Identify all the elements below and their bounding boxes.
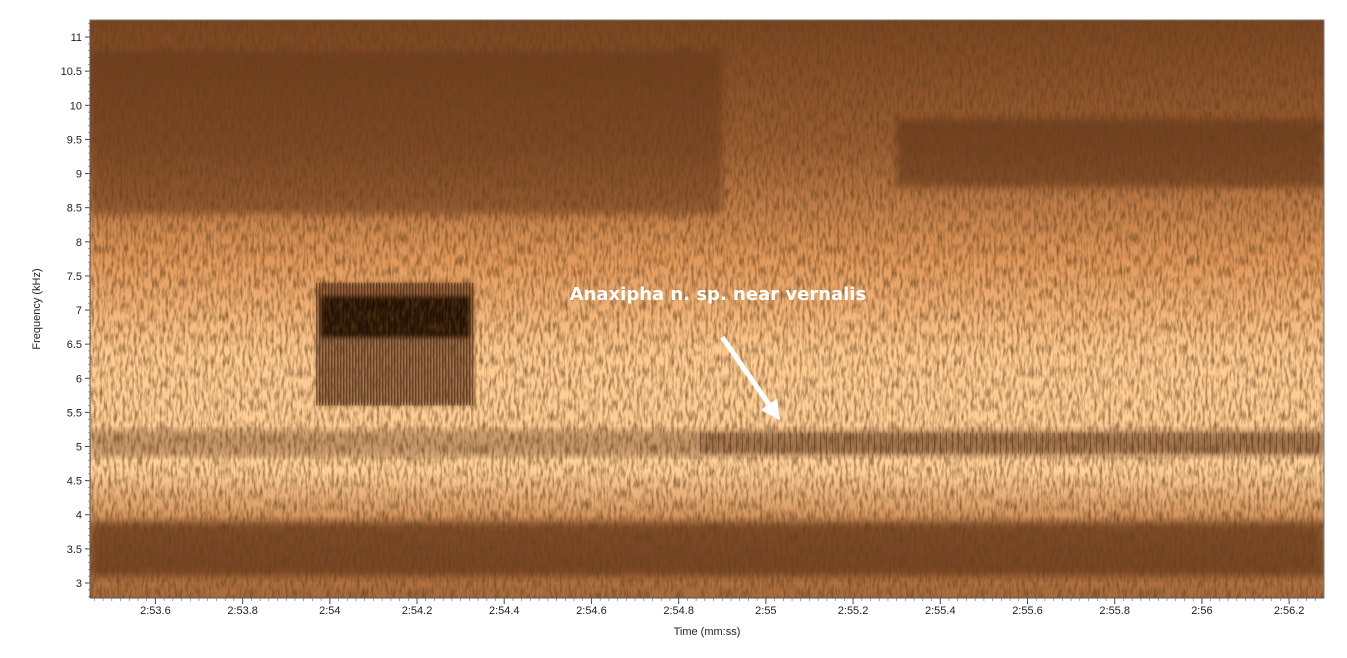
spectrogram-texture: [90, 20, 1324, 598]
y-tick-label: 3.5: [67, 544, 82, 556]
y-tick-label: 4.5: [67, 476, 82, 488]
plot-area: [90, 20, 1324, 598]
y-axis: 3 3.5 4 4.5 5 5.5 6 6.5 7 7.5 8 8.5 9 9.5 10 10.5 11: [61, 20, 91, 598]
x-tick-label: 2:54.6: [576, 605, 607, 617]
y-tick-label: 3: [76, 578, 82, 590]
y-tick-label: 7: [76, 305, 82, 317]
y-axis-title: Frequency (kHz): [31, 268, 43, 349]
y-tick-label: 8.5: [67, 203, 82, 215]
y-tick-label: 6.5: [67, 339, 82, 351]
x-tick-label: 2:55.6: [1012, 605, 1043, 617]
y-tick-label: 8: [76, 237, 82, 249]
x-tick-label: 2:54.2: [402, 605, 433, 617]
x-tick-label: 2:54.4: [489, 605, 520, 617]
y-tick-label: 5: [76, 442, 82, 454]
y-tick-label: 4: [76, 510, 82, 522]
x-tick-label: 2:56.2: [1274, 605, 1305, 617]
x-tick-label: 2:54.8: [663, 605, 694, 617]
y-tick-label: 7.5: [67, 271, 82, 283]
x-tick-label: 2:55.4: [925, 605, 956, 617]
x-axis: 2:53.6 2:53.8 2:54 2:54.2 2:54.4 2:54.6 2:54.8…: [90, 597, 1324, 617]
y-tick-label: 9: [76, 169, 82, 181]
annotation-arrow: [720, 335, 781, 421]
y-tick-label: 5.5: [67, 407, 82, 419]
y-tick-label: 10.5: [61, 66, 82, 78]
annotations: Anaxipha n. sp. near vernalis: [570, 284, 867, 421]
x-tick-label: 2:55.2: [838, 605, 869, 617]
species-label: Anaxipha n. sp. near vernalis: [570, 284, 867, 305]
x-tick-label: 2:56: [1191, 605, 1212, 617]
y-tick-label: 10: [70, 100, 82, 112]
y-tick-label: 6: [76, 373, 82, 385]
species-annotation: Anaxipha n. sp. near vernalis: [570, 284, 867, 421]
y-tick-label: 9.5: [67, 134, 82, 146]
x-tick-label: 2:53.6: [140, 605, 171, 617]
x-tick-label: 2:55: [755, 605, 776, 617]
x-axis-title: Time (mm:ss): [674, 626, 741, 638]
x-tick-label: 2:53.8: [227, 605, 258, 617]
y-tick-label: 11: [71, 32, 82, 44]
x-tick-label: 2:54: [319, 605, 340, 617]
x-tick-label: 2:55.8: [1099, 605, 1130, 617]
